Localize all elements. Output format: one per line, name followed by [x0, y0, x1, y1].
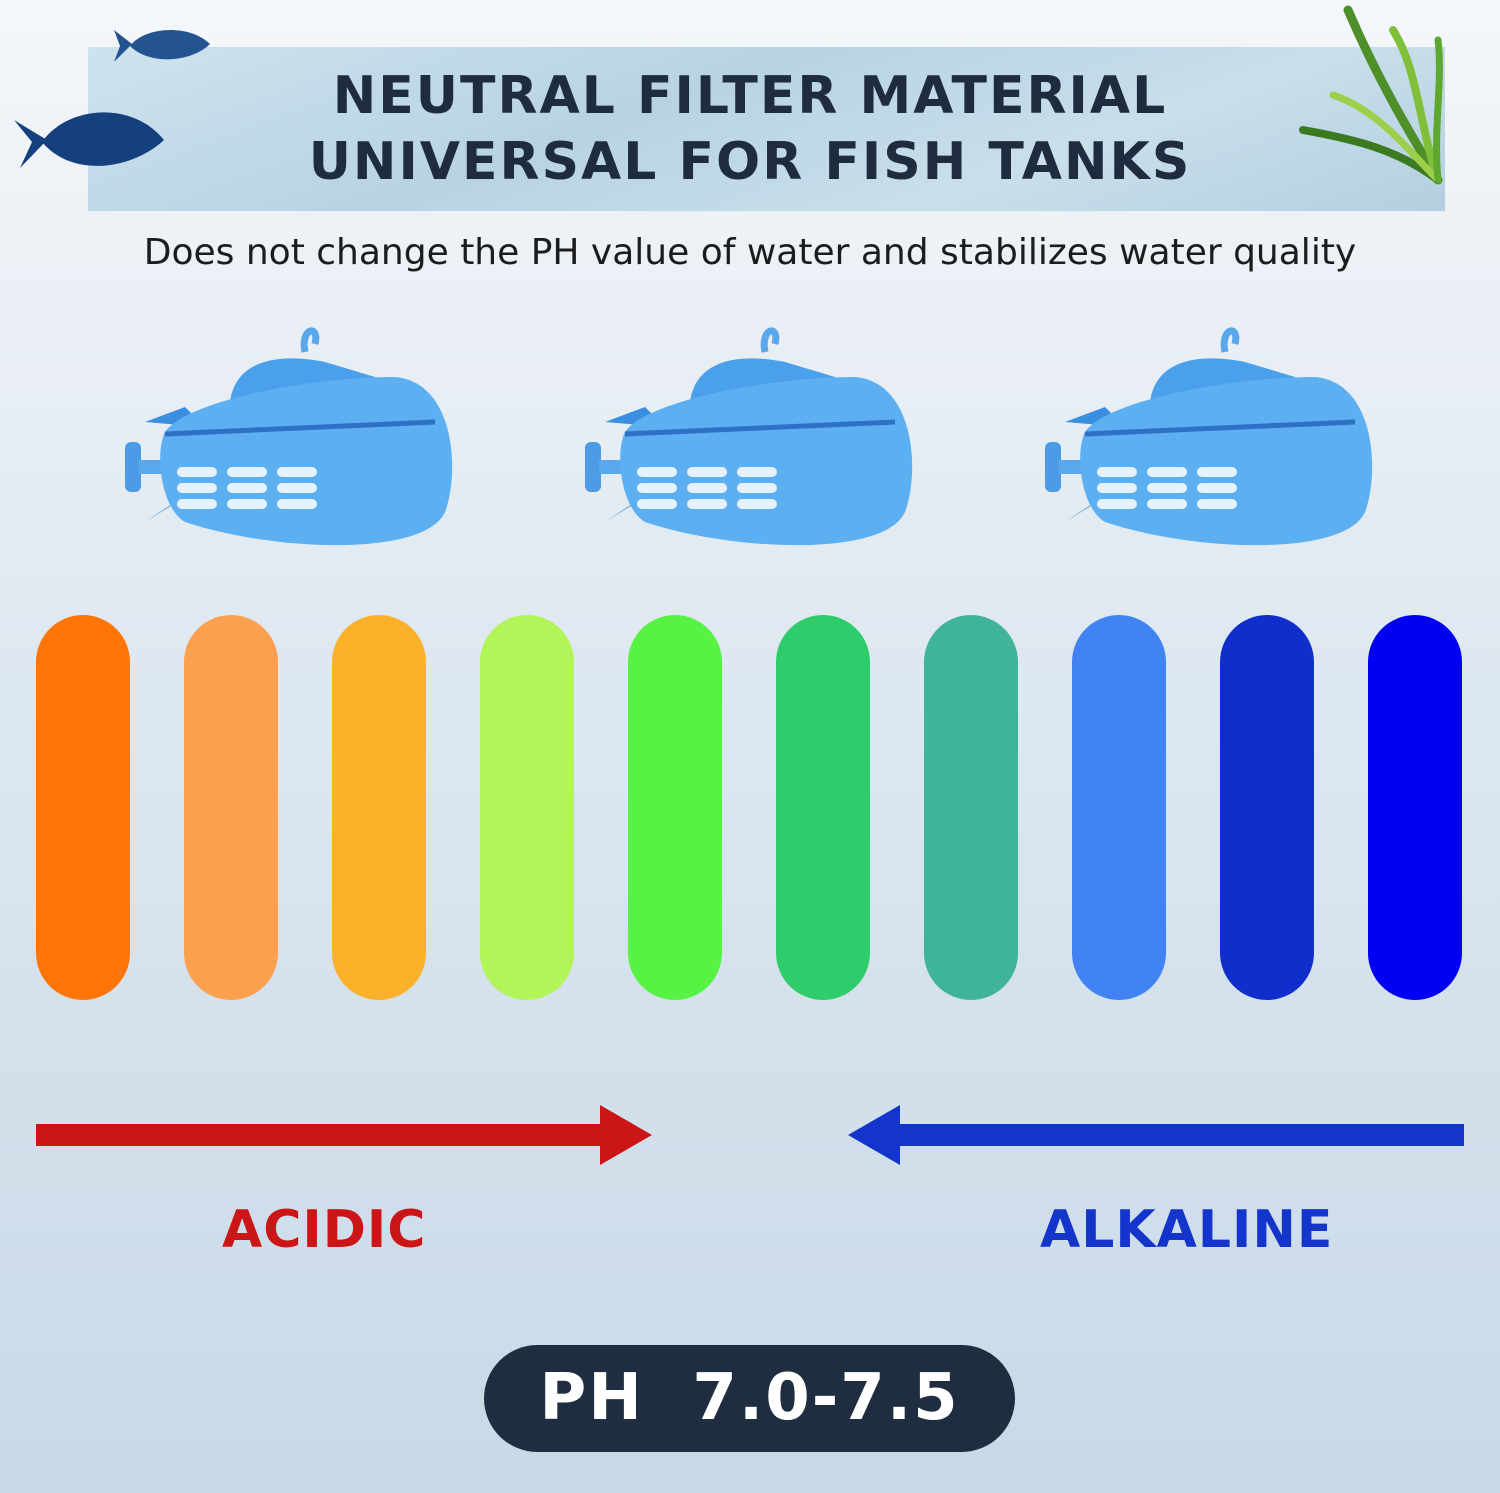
ph-color-bar	[1368, 615, 1462, 1000]
submarine-filter-icon	[585, 327, 913, 546]
submarine-filter-icon	[125, 327, 453, 546]
acidic-arrow-icon	[36, 1105, 652, 1165]
ph-range-badge: PH 7.0-7.5	[484, 1345, 1015, 1452]
ph-color-bar	[924, 615, 1018, 1000]
ph-color-bar	[1220, 615, 1314, 1000]
submarine-filter-icon	[1045, 327, 1373, 546]
ph-color-bar	[628, 615, 722, 1000]
fish-icon	[114, 29, 210, 62]
acidic-label: ACIDIC	[222, 1200, 427, 1260]
title-line-2: UNIVERSAL FOR FISH TANKS	[308, 132, 1192, 192]
seaweed-icon	[1299, 5, 1443, 185]
fish-icon	[14, 112, 164, 168]
ph-color-bar	[184, 615, 278, 1000]
alkaline-label: ALKALINE	[1040, 1200, 1334, 1260]
ph-color-bar	[480, 615, 574, 1000]
ph-color-bar	[776, 615, 870, 1000]
ph-color-bar	[36, 615, 130, 1000]
alkaline-arrow-icon	[848, 1105, 1464, 1165]
subtitle: Does not change the PH value of water an…	[143, 232, 1357, 273]
ph-color-bar	[1072, 615, 1166, 1000]
title-banner	[88, 47, 1445, 211]
title-line-1: NEUTRAL FILTER MATERIAL	[332, 66, 1168, 126]
ph-color-bar	[332, 615, 426, 1000]
